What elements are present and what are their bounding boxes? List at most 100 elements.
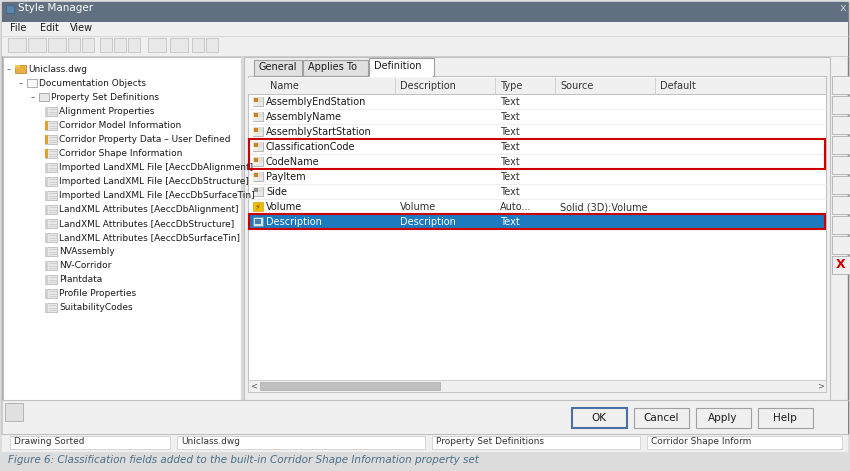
Text: Definition: Definition [375, 61, 422, 71]
Bar [832, 196, 850, 214]
Bar [28, 38, 46, 52]
Bar [255, 219, 261, 224]
Bar [5, 403, 23, 421]
Bar [249, 214, 825, 229]
Text: Solid (3D):Volume: Solid (3D):Volume [560, 202, 648, 212]
Bar [192, 38, 204, 52]
Bar [249, 94, 825, 109]
Bar [45, 275, 57, 284]
Text: Text: Text [500, 157, 519, 167]
Text: Corridor Property Data – User Defined: Corridor Property Data – User Defined [59, 135, 230, 144]
Text: Help: Help [774, 413, 796, 423]
Text: Side: Side [266, 187, 287, 197]
Text: Text: Text [500, 142, 519, 152]
Bar [2, 22, 848, 36]
Text: Imported LandXML File [AeccDbStructure]: Imported LandXML File [AeccDbStructure] [59, 177, 249, 186]
Bar [249, 169, 825, 184]
Bar [432, 436, 640, 449]
Bar [45, 191, 48, 200]
Text: Figure 6: Classification fields added to the built-in Corridor Shape Information: Figure 6: Classification fields added to… [8, 455, 479, 465]
Text: ClassificationCode: ClassificationCode [266, 142, 355, 152]
Text: Uniclass.dwg: Uniclass.dwg [181, 437, 240, 446]
Bar [253, 142, 257, 151]
Bar [177, 436, 425, 449]
Bar [248, 76, 826, 392]
Bar [253, 112, 263, 121]
Text: –: – [7, 65, 11, 74]
Text: AssemblyName: AssemblyName [266, 112, 342, 122]
Text: –: – [19, 79, 23, 88]
Bar [249, 139, 825, 154]
Bar [128, 38, 140, 52]
Text: Default: Default [660, 81, 696, 91]
Bar [253, 142, 263, 151]
Bar [45, 233, 48, 242]
Bar [832, 216, 850, 234]
Text: Text: Text [500, 127, 519, 137]
Text: Cancel: Cancel [643, 413, 679, 423]
Bar [832, 76, 850, 94]
Text: AssemblyEndStation: AssemblyEndStation [266, 97, 366, 107]
Bar [253, 187, 263, 196]
Bar [45, 135, 57, 144]
Bar [206, 38, 218, 52]
Bar [254, 128, 258, 132]
Text: Volume: Volume [266, 202, 303, 212]
Bar [68, 38, 80, 52]
Bar [647, 436, 842, 449]
Bar [15, 65, 20, 68]
Bar [249, 184, 825, 199]
Bar [832, 156, 850, 174]
Bar [253, 112, 257, 121]
Bar [45, 261, 57, 270]
Text: Style Manager: Style Manager [18, 3, 94, 13]
Text: –: – [31, 93, 35, 102]
Bar [100, 38, 112, 52]
Bar [260, 382, 440, 390]
Bar [371, 74, 434, 77]
Bar [148, 38, 166, 52]
Bar [253, 202, 263, 211]
Text: Name: Name [270, 81, 299, 91]
Bar [45, 191, 57, 200]
Bar [45, 177, 57, 186]
Bar [254, 60, 303, 76]
Text: Profile Properties: Profile Properties [59, 289, 136, 298]
Bar [2, 400, 848, 435]
Bar [253, 172, 263, 181]
Bar [254, 173, 258, 177]
Bar [114, 38, 126, 52]
Bar [45, 163, 57, 172]
Bar [45, 303, 48, 312]
Bar [248, 380, 826, 392]
Bar [45, 233, 57, 242]
Bar [253, 97, 263, 102]
Bar [45, 303, 57, 312]
Bar [253, 157, 263, 166]
Text: Apply: Apply [708, 413, 738, 423]
Bar [696, 408, 751, 428]
Bar [45, 219, 48, 228]
Text: NVAssembly: NVAssembly [59, 247, 115, 256]
Bar [45, 149, 48, 158]
Text: Auto...: Auto... [500, 202, 531, 212]
Bar [45, 121, 57, 130]
Bar [45, 247, 48, 256]
Bar [249, 139, 825, 169]
Bar [15, 65, 26, 73]
Bar [45, 289, 57, 298]
Bar [254, 158, 258, 162]
Bar [241, 57, 244, 401]
Bar [249, 214, 825, 229]
Text: LandXML Attributes [AeccDbStructure]: LandXML Attributes [AeccDbStructure] [59, 219, 235, 228]
Bar [253, 157, 257, 166]
Bar [249, 199, 825, 214]
Text: OK: OK [592, 413, 607, 423]
Bar [45, 289, 48, 298]
Bar [45, 261, 48, 270]
Text: Source: Source [560, 81, 593, 91]
Bar [170, 38, 188, 52]
Bar [249, 109, 825, 124]
Bar [249, 154, 825, 169]
Bar [39, 93, 49, 101]
